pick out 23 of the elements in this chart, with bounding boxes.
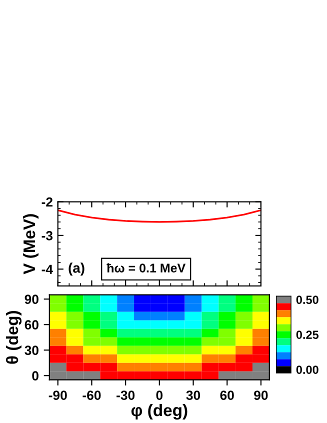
y-tick-label: -4 [42,264,53,274]
color-bar-label: 0.00 [296,366,318,374]
x-tick-label: -60 [82,390,101,400]
line-series [58,209,261,223]
x-tick-label: 60 [220,390,234,400]
y-tick-label: 60 [24,320,38,330]
x-axis-title: φ (deg) [131,404,188,420]
y-axis-title: θ (deg) [6,310,22,364]
color-bar-label: 0.25 [296,330,319,339]
y-axis-title: V (MeV) [22,214,39,274]
y-tick-label: -3 [42,231,53,240]
y-tick-label: 0 [32,371,38,381]
x-tick-label: 30 [186,390,200,400]
x-tick-label: 90 [254,390,268,400]
x-tick-label: 0 [156,390,163,400]
y-tick-label: 90 [24,294,38,304]
color-bar-label: 0.50 [296,296,318,304]
annotation: ħω = 0.1 MeV [106,263,186,272]
x-tick-label: -90 [48,390,67,400]
y-tick-label: 30 [24,346,38,356]
annotation: (a) [68,262,84,276]
y-tick-label: -2 [42,197,52,207]
x-tick-label: -30 [116,390,135,400]
